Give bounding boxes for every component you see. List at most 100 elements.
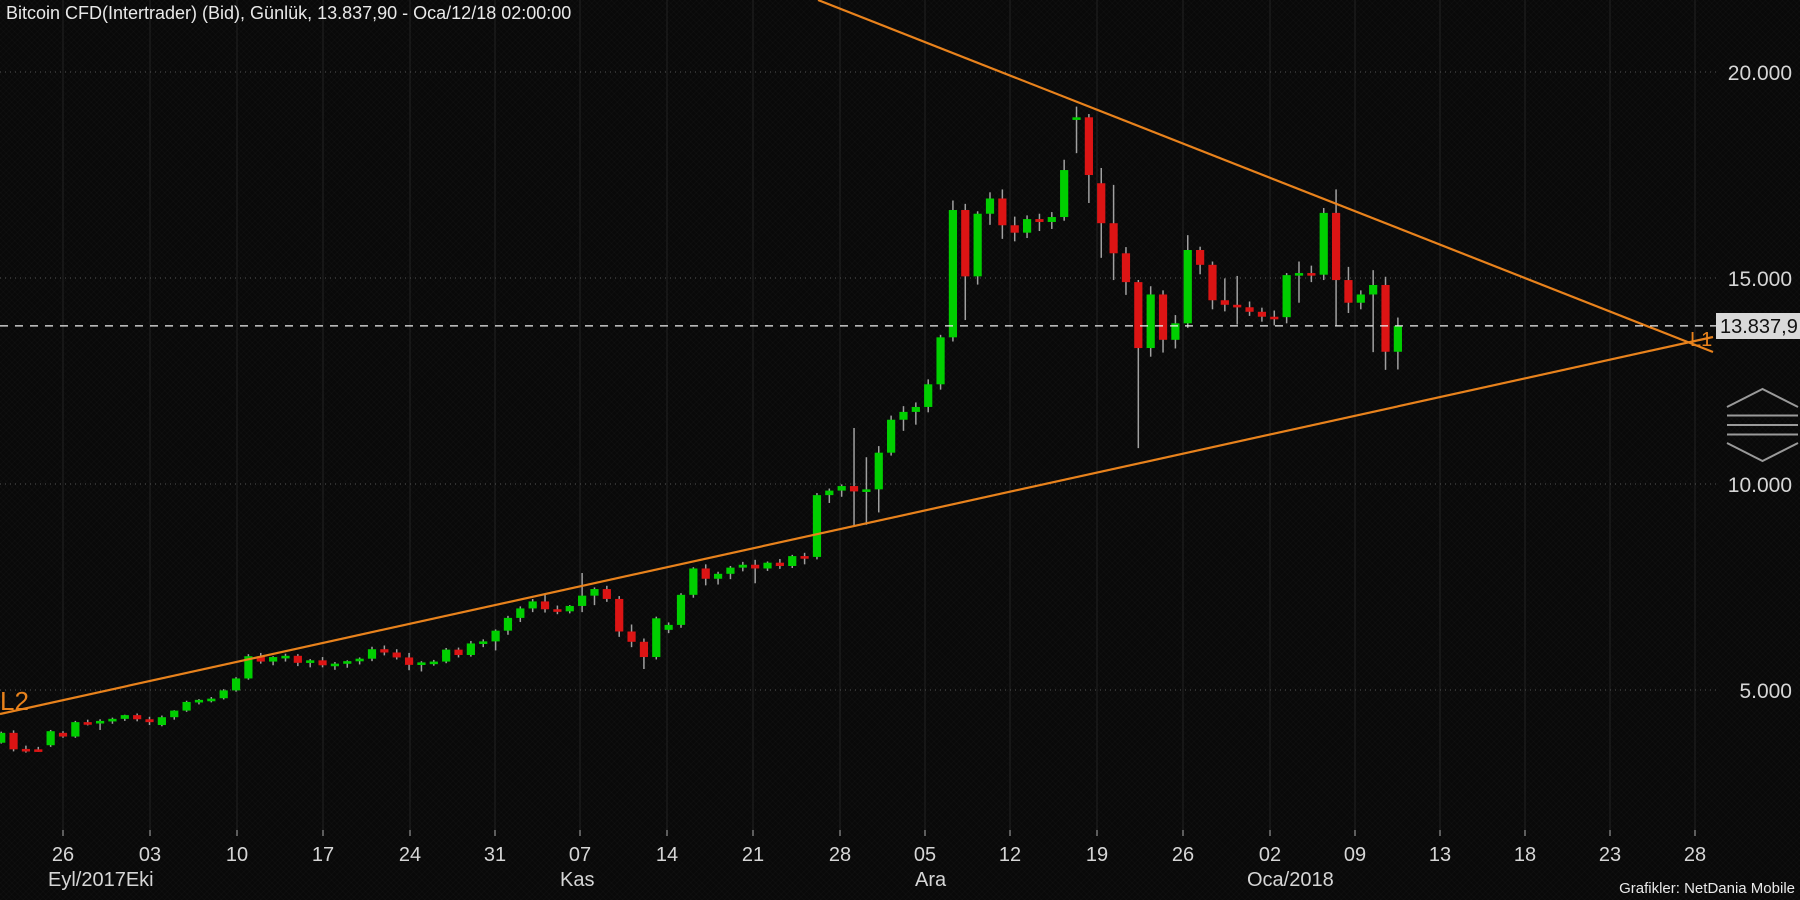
- candle-up: [1319, 212, 1328, 275]
- candle-down: [392, 652, 401, 658]
- candle-up: [788, 556, 797, 566]
- candle-down: [1270, 316, 1279, 320]
- candle-down: [1196, 249, 1205, 265]
- candle-up: [231, 678, 241, 691]
- candle-up: [1072, 117, 1081, 120]
- candle-down: [849, 486, 859, 492]
- candle-up: [491, 630, 500, 642]
- x-axis-label: 03: [139, 844, 161, 866]
- candle-up: [1171, 323, 1180, 340]
- candle-up: [985, 198, 995, 214]
- candle-up: [664, 624, 673, 630]
- candle-up: [528, 601, 537, 609]
- candle-down: [1381, 285, 1390, 352]
- axis-layer: 26 03 10 17 24 31 07 14 21 28 05 12 19 26 02 09 13 18 23 28…: [48, 62, 1792, 891]
- x-axis-month-label: Ara: [915, 869, 947, 891]
- y-axis-label: 15.000: [1728, 268, 1792, 291]
- candle-down: [293, 655, 302, 663]
- candle-down: [1233, 304, 1242, 308]
- candle-down: [318, 660, 327, 666]
- chevron-up-icon: [1726, 387, 1799, 408]
- candle-up: [0, 732, 6, 743]
- candle-down: [256, 656, 265, 662]
- candle-up: [973, 213, 982, 277]
- last-price-tag: 13.837,9: [1716, 313, 1800, 339]
- candle-up: [71, 722, 80, 737]
- candle-down: [615, 598, 624, 632]
- candle-down: [1121, 253, 1131, 283]
- trendline-label-l2[interactable]: L2: [0, 686, 29, 716]
- candle-down: [1344, 280, 1353, 303]
- candle-up: [46, 731, 55, 746]
- provider-watermark: Grafikler: NetDania Mobile: [1619, 880, 1795, 897]
- x-axis-label: 17: [312, 844, 334, 866]
- candle-down: [1158, 294, 1168, 340]
- candle-up: [170, 710, 179, 718]
- candle-down: [1245, 307, 1254, 312]
- y-axis-label: 20.000: [1728, 62, 1792, 85]
- trendline-l1[interactable]: [817, 0, 1714, 354]
- y-axis-label: 5.000: [1739, 680, 1792, 703]
- candle-up: [466, 643, 475, 655]
- x-axis-label: 12: [999, 844, 1021, 866]
- candle-up: [330, 663, 340, 667]
- x-axis-label: 18: [1514, 844, 1536, 866]
- candle-up: [825, 490, 834, 496]
- candle-up: [219, 690, 228, 699]
- scroll-zoom-icon[interactable]: [1726, 387, 1799, 463]
- candle-up: [936, 337, 945, 385]
- candle-down: [58, 732, 68, 737]
- candle-up: [726, 567, 735, 574]
- candles-layer: [0, 106, 1402, 753]
- x-axis-label: 19: [1086, 844, 1108, 866]
- candle-down: [961, 210, 970, 277]
- candle-down: [1097, 183, 1106, 224]
- candle-up: [1146, 294, 1155, 349]
- x-axis-month-label: Kas: [560, 869, 594, 891]
- candle-up: [874, 452, 883, 490]
- x-axis-month-label: Oca/2018: [1247, 869, 1334, 891]
- candle-up: [911, 406, 920, 412]
- candle-up: [676, 594, 686, 625]
- candle-down: [1220, 300, 1229, 305]
- candle-up: [652, 618, 661, 658]
- gridlines: [0, 0, 1716, 830]
- candle-up: [479, 641, 488, 644]
- x-axis-label: 02: [1259, 844, 1281, 866]
- candle-up: [244, 656, 253, 679]
- last-price-tag-value: 13.837,9: [1720, 316, 1798, 338]
- x-axis-label: 26: [52, 844, 74, 866]
- x-axis-label: 07: [569, 844, 591, 866]
- candle-up: [862, 489, 871, 492]
- trendline-l2[interactable]: [0, 335, 1714, 716]
- candle-up: [1022, 219, 1032, 233]
- candle-down: [553, 609, 562, 612]
- candle-up: [1369, 285, 1378, 295]
- candle-up: [590, 589, 599, 596]
- candle-up: [924, 384, 933, 407]
- trendlines-layer[interactable]: [0, 0, 1716, 716]
- candle-up: [442, 649, 451, 662]
- candle-down: [1035, 219, 1044, 222]
- trendline-label-l1[interactable]: L1: [1690, 329, 1712, 351]
- candle-up: [269, 657, 278, 662]
- y-axis-label: 10.000: [1728, 474, 1792, 497]
- candle-up: [899, 411, 908, 420]
- candle-up: [429, 661, 438, 665]
- candle-down: [1010, 225, 1019, 233]
- candle-down: [1331, 212, 1341, 281]
- candle-up: [281, 655, 290, 659]
- candle-down: [145, 719, 154, 723]
- candle-up: [194, 699, 204, 703]
- candle-up: [738, 564, 747, 568]
- candle-up: [948, 210, 958, 338]
- x-axis-label: 10: [226, 844, 248, 866]
- candle-up: [1282, 275, 1291, 318]
- x-axis-label: 05: [914, 844, 936, 866]
- candle-up: [343, 661, 352, 664]
- candle-up: [1060, 170, 1069, 218]
- x-axis-label: 23: [1599, 844, 1621, 866]
- candle-down: [34, 749, 43, 752]
